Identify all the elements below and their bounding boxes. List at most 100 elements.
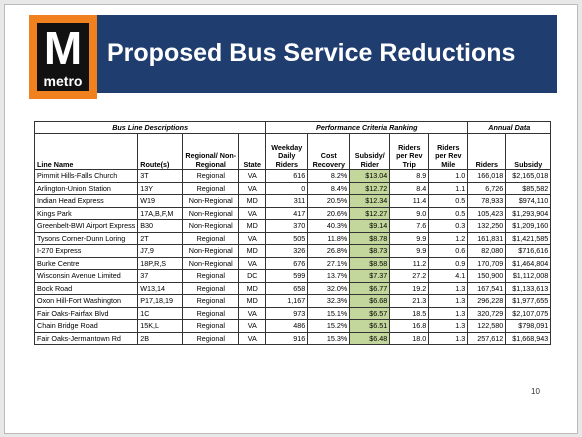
table-cell: $85,582 [505,181,552,195]
table-row: Fair Oaks-Fairfax Blvd 1C Regional VA 973 15.… [33,306,552,320]
table-cell: 78,933 [467,194,507,208]
table-cell: MD [238,281,267,295]
table-row: Fair Oaks-Jermantown Rd 2B Regional VA 916 15… [33,331,552,345]
table-cell: Non-Regional [182,206,240,220]
table-cell: Regional [182,281,240,295]
table-cell: $798,091 [505,319,552,333]
table-cell: 0.3 [428,219,469,233]
table-cell: 486 [265,319,309,333]
table-cell: 1.3 [428,281,469,295]
table-cell: $8.78 [349,231,391,245]
page-number: 10 [531,387,540,396]
column-header: Riders per Rev Mile [428,133,469,170]
table-cell: $12.72 [349,181,391,195]
table-cell: 0.9 [428,256,469,270]
table-cell: 18.5 [389,306,430,320]
slide: M metro Proposed Bus Service Reductions … [4,4,578,434]
table-cell: 170,709 [467,256,507,270]
table-cell: $6.57 [349,306,391,320]
table-cell: $7.37 [349,269,391,283]
table-cell: 0.5 [428,206,469,220]
column-header-row: Line Name Route(s) Regional/ Non-Regional S… [33,133,552,170]
table-cell: 27.1% [307,256,351,270]
table-cell: 19.2 [389,281,430,295]
table-cell: Regional [182,319,240,333]
table-cell: Greenbelt-BWI Airport Express [33,219,139,233]
table-cell: 11.8% [307,231,351,245]
table-row: Greenbelt-BWI Airport Express B30 Non-Regi… [33,219,552,233]
column-header: Riders per Rev Trip [389,133,430,170]
table-row: Pimmit Hills-Falls Church 3T Regional VA 616… [33,169,552,183]
table-cell: $6.48 [349,331,391,345]
table-row: Tysons Corner-Dunn Loring 2T Regional VA 505… [33,231,552,245]
table-cell: Regional [182,294,240,308]
table-row: Wisconsin Avenue Limited 37 Regional DC 599 1… [33,269,552,283]
table-cell: $8.58 [349,256,391,270]
table-cell: 8.4% [307,181,351,195]
table-cell: $6.77 [349,281,391,295]
table-cell: MD [238,244,267,258]
table-cell: 599 [265,269,309,283]
table-cell: 150,900 [467,269,507,283]
table-cell: 40.3% [307,219,351,233]
table-cell: Bock Road [33,281,139,295]
table-cell: $12.27 [349,206,391,220]
table-cell: 13Y [137,181,184,195]
table-cell: Arlington-Union Station [33,181,139,195]
table-cell: $1,421,585 [505,231,552,245]
table-cell: Pimmit Hills-Falls Church [33,169,139,183]
table-cell: 320,729 [467,306,507,320]
table-cell: 167,541 [467,281,507,295]
column-header: Cost Recovery [307,133,351,170]
table-cell: 505 [265,231,309,245]
table-cell: Chain Bridge Road [33,319,139,333]
table-cell: 311 [265,194,309,208]
table-cell: $1,133,613 [505,281,552,295]
table-cell: $6.51 [349,319,391,333]
column-header: Route(s) [137,133,184,170]
table-cell: $1,112,008 [505,269,552,283]
table-cell: Regional [182,231,240,245]
table-cell: I-270 Express [33,244,139,258]
table-cell: 37 [137,269,184,283]
data-table: Bus Line Descriptions Performance Criteri… [33,121,552,345]
table-row: Oxon Hill-Fort Washington P17,18,19 Region… [33,294,552,308]
table-cell: $9.14 [349,219,391,233]
table-cell: Regional [182,169,240,183]
table-cell: 161,831 [467,231,507,245]
table-row: Arlington-Union Station 13Y Regional VA 0 8.4… [33,181,552,195]
table-cell: 18.0 [389,331,430,345]
table-cell: 11.4 [389,194,430,208]
logo-letter: M [43,22,83,74]
table-row: Kings Park 17A,B,F,M Non-Regional VA 417 20.6… [33,206,552,220]
column-header: Line Name [33,133,139,170]
table-cell: 105,423 [467,206,507,220]
table-cell: 1.3 [428,331,469,345]
table-cell: Burke Centre [33,256,139,270]
table-cell: 9.0 [389,206,430,220]
table-cell: 16.8 [389,319,430,333]
logo-box: M metro [37,23,89,91]
table-cell: Non-Regional [182,219,240,233]
table-cell: DC [238,269,267,283]
table-cell: Non-Regional [182,244,240,258]
table-cell: 6,726 [467,181,507,195]
table-cell: Non-Regional [182,194,240,208]
table-cell: 916 [265,331,309,345]
table-cell: 11.2 [389,256,430,270]
table-cell: Kings Park [33,206,139,220]
table-cell: 132,250 [467,219,507,233]
table-cell: 26.8% [307,244,351,258]
table-row: Chain Bridge Road 15K,L Regional VA 486 15.2%… [33,319,552,333]
table-cell: 3T [137,169,184,183]
table-cell: 1.3 [428,319,469,333]
table-cell: 1.2 [428,231,469,245]
table-cell: $8.73 [349,244,391,258]
column-header: Riders [467,133,507,170]
table-cell: 13.7% [307,269,351,283]
table-cell: Non-Regional [182,256,240,270]
table-cell: 27.2 [389,269,430,283]
table-cell: Regional [182,181,240,195]
table-cell: 8.9 [389,169,430,183]
